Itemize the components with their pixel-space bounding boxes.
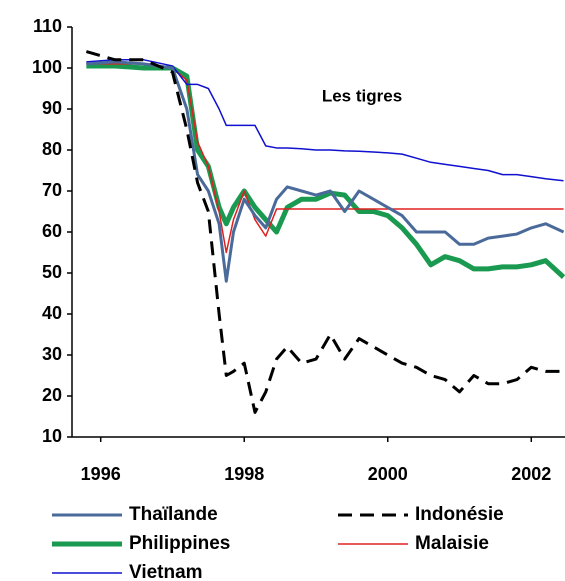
x-tick-label: 1998 <box>224 464 264 484</box>
y-tick-label: 50 <box>42 262 62 282</box>
series-line <box>85 50 564 414</box>
y-tick-label: 60 <box>42 221 62 241</box>
y-tick-label: 100 <box>32 57 62 77</box>
x-tick-label: 1996 <box>81 464 121 484</box>
legend-label: Philippines <box>129 533 230 554</box>
y-tick-label: 20 <box>42 385 62 405</box>
legend-label: Indonésie <box>415 504 504 525</box>
y-tick-label: 110 <box>33 16 62 36</box>
y-tick-label: 80 <box>42 139 62 159</box>
x-tick-label: 2002 <box>511 464 551 484</box>
y-tick-label: 90 <box>42 98 62 118</box>
series-line <box>86 63 565 279</box>
y-tick-label: 40 <box>42 303 62 323</box>
legend-label: Vietnam <box>129 562 203 581</box>
series-line <box>86 60 565 283</box>
annotation: Les tigres <box>322 86 402 105</box>
series-line <box>86 59 564 182</box>
y-tick-label: 70 <box>42 180 62 200</box>
x-tick-label: 2000 <box>368 464 408 484</box>
y-tick-label: 10 <box>42 426 62 446</box>
series-line <box>86 63 564 254</box>
legend-label: Malaisie <box>415 533 489 554</box>
y-tick-label: 30 <box>42 344 62 364</box>
legend-label: Thaïlande <box>129 504 218 525</box>
